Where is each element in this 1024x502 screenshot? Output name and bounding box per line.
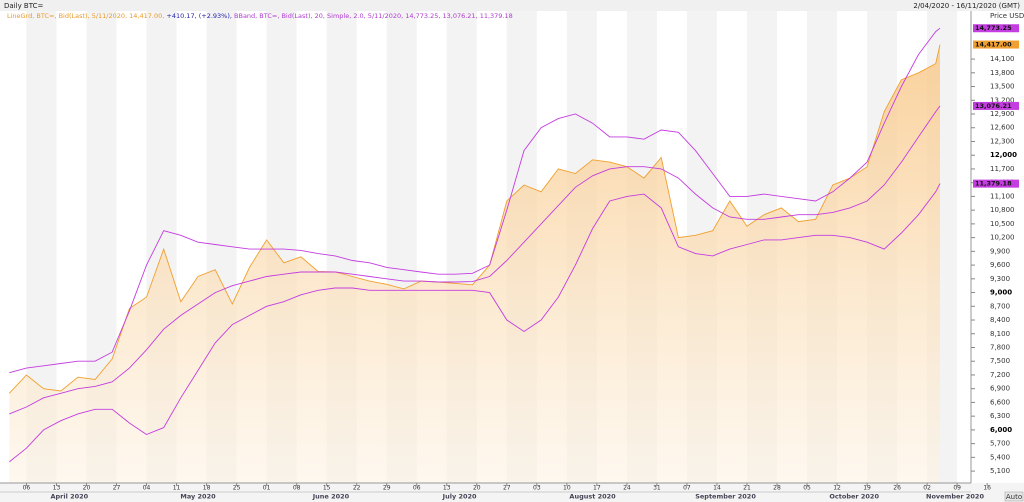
x-tick-label: 24 xyxy=(623,485,631,492)
legend: LineGrd, BTC=, Bid(Last), 5/11/2020, 14,… xyxy=(7,12,513,20)
x-tick-label: 05 xyxy=(803,485,811,492)
x-tick-label: 01 xyxy=(263,485,271,492)
x-tick-label: 31 xyxy=(653,485,661,492)
x-month-label: August 2020 xyxy=(569,493,616,501)
y-tick-label: 7,200 xyxy=(990,371,1010,379)
x-tick-label: 04 xyxy=(143,485,151,492)
plot-area xyxy=(8,11,958,483)
y-tick-label: 6,000 xyxy=(990,426,1012,434)
y-tick-label: 5,100 xyxy=(990,467,1010,475)
band-line xyxy=(9,105,941,415)
x-tick-label: 27 xyxy=(503,485,511,492)
last-value-box xyxy=(973,24,1019,33)
y-tick-label: 10,500 xyxy=(990,220,1015,228)
y-tick-label: 5,700 xyxy=(990,440,1010,448)
y-tick-label: 6,900 xyxy=(990,385,1010,393)
y-tick-label: 8,400 xyxy=(990,316,1010,324)
y-tick-label: 9,300 xyxy=(990,275,1010,283)
x-month-label: June 2020 xyxy=(312,493,350,501)
y-tick-label: 8,100 xyxy=(990,330,1010,338)
y-tick-label: 13,500 xyxy=(990,83,1015,91)
y-tick-label: 10,200 xyxy=(990,234,1015,242)
y-tick-label: 10,800 xyxy=(990,206,1015,214)
x-month-label: May 2020 xyxy=(180,493,216,501)
y-tick-label: 8,700 xyxy=(990,302,1010,310)
y-tick-label: 5,400 xyxy=(990,453,1010,461)
y-axis-panel xyxy=(972,11,1024,483)
x-month-label: July 2020 xyxy=(442,493,477,501)
y-tick-label: 11,100 xyxy=(990,192,1015,200)
x-tick-label: 26 xyxy=(893,485,901,492)
y-tick-label: 9,600 xyxy=(990,261,1010,269)
legend-change: +410.17, (+2.93%), xyxy=(166,12,232,20)
date-range: 2/04/2020 - 16/11/2020 (GMT) xyxy=(913,2,1020,10)
last-value-label: 14,417.00 xyxy=(975,41,1012,49)
x-tick-label: 25 xyxy=(233,485,241,492)
x-tick-label: 28 xyxy=(773,485,781,492)
band-line xyxy=(9,27,941,374)
x-tick-label: 16 xyxy=(983,485,991,492)
y-tick-label: 6,300 xyxy=(990,412,1010,420)
legend-bband: BBand, BTC=, Bid(Last), 20, Simple, 2.0,… xyxy=(234,12,513,20)
header-bar xyxy=(0,0,1024,11)
x-tick-label: 29 xyxy=(383,485,391,492)
last-value-label: 14,773.25 xyxy=(975,24,1012,32)
y-tick-label: 14,100 xyxy=(990,55,1015,63)
x-tick-label: 15 xyxy=(323,485,331,492)
x-tick-label: 22 xyxy=(353,485,361,492)
y-tick-label: 12,300 xyxy=(990,137,1015,145)
x-tick-label: 02 xyxy=(923,485,931,492)
x-tick-label: 10 xyxy=(563,485,571,492)
x-month-label: September 2020 xyxy=(695,493,756,501)
x-tick-label: 20 xyxy=(473,485,481,492)
x-month-label: April 2020 xyxy=(50,493,88,501)
x-month-label: November 2020 xyxy=(926,493,984,501)
x-tick-label: 14 xyxy=(713,485,721,492)
y-tick-label: 13,800 xyxy=(990,69,1015,77)
x-tick-label: 13 xyxy=(53,485,61,492)
x-month-label: October 2020 xyxy=(829,493,879,501)
last-value-label: 11,379.18 xyxy=(975,180,1012,188)
y-tick-label: 12,600 xyxy=(990,124,1015,132)
x-tick-label: 11 xyxy=(173,485,181,492)
x-tick-label: 06 xyxy=(23,485,31,492)
x-tick-label: 20 xyxy=(83,485,91,492)
x-tick-label: 12 xyxy=(833,485,841,492)
x-tick-label: 07 xyxy=(683,485,691,492)
y-tick-label: 11,700 xyxy=(990,165,1015,173)
y-tick-label: 7,500 xyxy=(990,357,1010,365)
y-axis-label: Price USD xyxy=(990,12,1024,20)
band-line xyxy=(9,183,941,463)
x-tick-label: 21 xyxy=(743,485,751,492)
scale-mode[interactable]: Auto xyxy=(1006,493,1022,501)
x-tick-label: 17 xyxy=(593,485,601,492)
y-tick-label: 13,200 xyxy=(990,96,1015,104)
price-line xyxy=(8,44,941,394)
last-value-box xyxy=(973,40,1019,49)
y-tick-label: 9,000 xyxy=(990,289,1012,297)
y-tick-label: 12,900 xyxy=(990,110,1015,118)
legend-price: LineGrd, BTC=, Bid(Last), 5/11/2020, 14,… xyxy=(7,12,164,20)
chart-title: Daily BTC= xyxy=(4,2,43,10)
last-value-label: 13,076.21 xyxy=(975,102,1012,110)
y-tick-label: 9,900 xyxy=(990,247,1010,255)
last-value-box xyxy=(973,179,1019,188)
y-tick-label: 6,600 xyxy=(990,398,1010,406)
x-tick-label: 06 xyxy=(413,485,421,492)
last-value-box xyxy=(973,101,1019,110)
x-tick-label: 13 xyxy=(443,485,451,492)
scale-mode-button[interactable] xyxy=(1004,491,1024,502)
price-area xyxy=(9,44,941,483)
x-tick-label: 03 xyxy=(533,485,541,492)
x-tick-label: 18 xyxy=(203,485,211,492)
x-tick-label: 27 xyxy=(113,485,121,492)
x-tick-label: 08 xyxy=(293,485,301,492)
x-tick-label: 09 xyxy=(953,485,961,492)
x-tick-label: 19 xyxy=(863,485,871,492)
y-tick-label: 12,000 xyxy=(990,151,1017,159)
y-tick-label: 7,800 xyxy=(990,343,1010,351)
